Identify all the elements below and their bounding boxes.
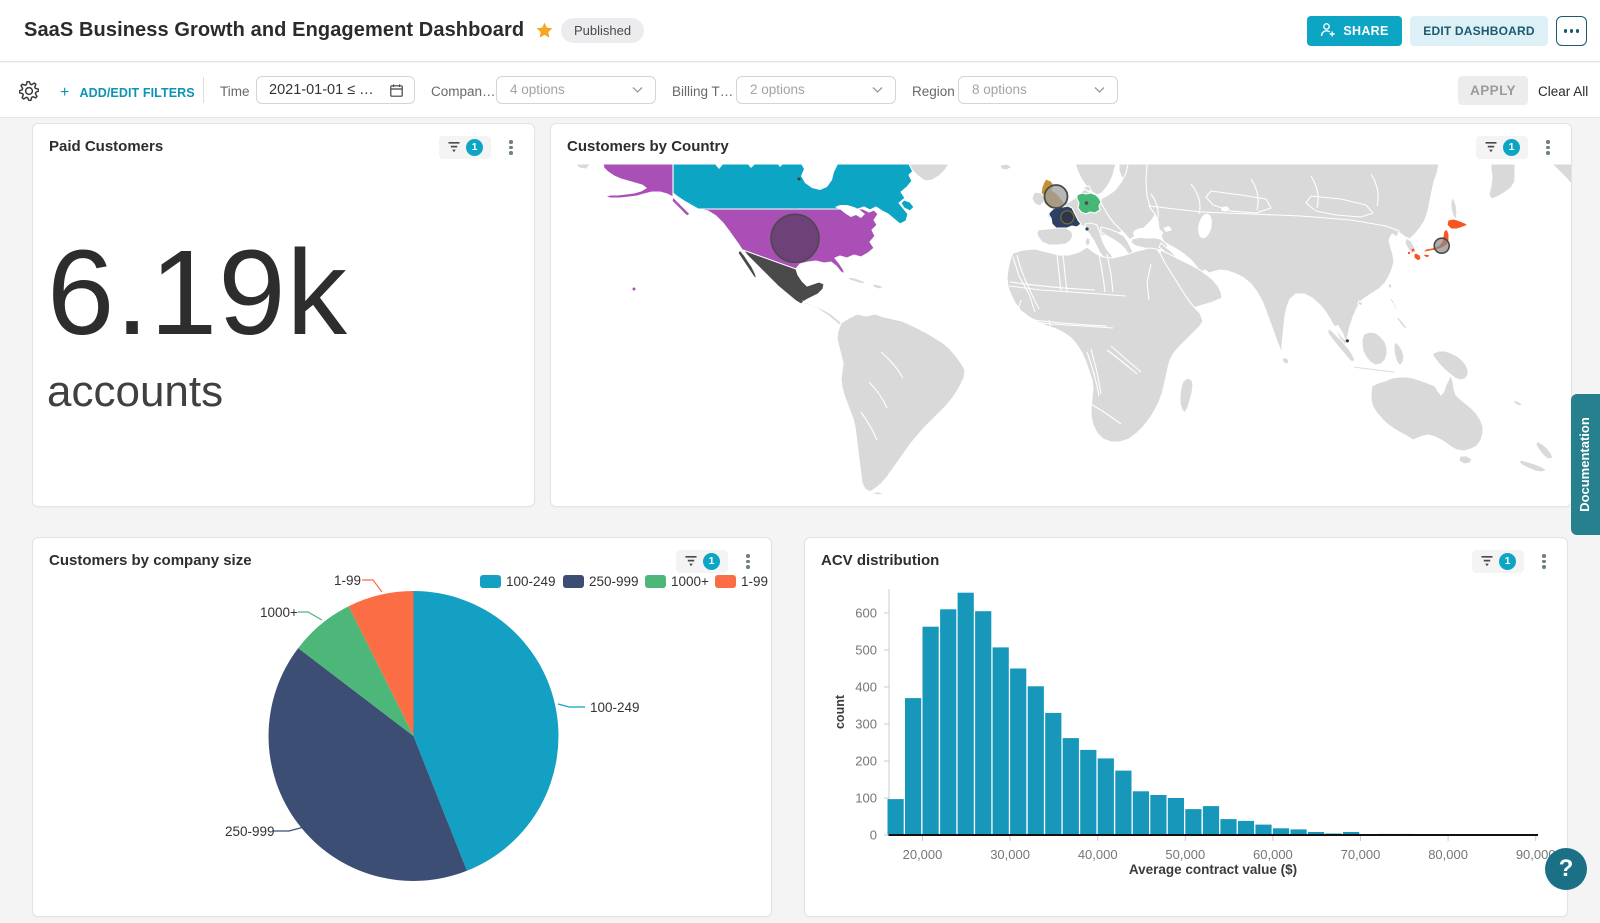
svg-text:80,000: 80,000 [1428,847,1468,862]
svg-text:Average contract value ($): Average contract value ($) [1129,862,1297,877]
svg-text:count: count [833,694,847,729]
svg-text:20,000: 20,000 [903,847,943,862]
svg-text:1-99: 1-99 [741,574,768,589]
svg-text:200: 200 [855,754,877,769]
svg-text:50,000: 50,000 [1165,847,1205,862]
svg-text:1000+: 1000+ [260,605,298,620]
svg-text:100-249: 100-249 [590,700,640,715]
svg-text:30,000: 30,000 [990,847,1030,862]
svg-text:0: 0 [870,828,877,843]
svg-text:500: 500 [855,643,877,658]
svg-text:100: 100 [855,791,877,806]
svg-text:250-999: 250-999 [225,824,275,839]
svg-text:100-249: 100-249 [506,574,556,589]
svg-text:300: 300 [855,717,877,732]
svg-text:400: 400 [855,680,877,695]
svg-text:40,000: 40,000 [1078,847,1118,862]
svg-text:250-999: 250-999 [589,574,639,589]
svg-text:70,000: 70,000 [1341,847,1381,862]
svg-text:1000+: 1000+ [671,574,709,589]
svg-text:1-99: 1-99 [334,573,361,588]
svg-text:60,000: 60,000 [1253,847,1293,862]
svg-text:600: 600 [855,606,877,621]
